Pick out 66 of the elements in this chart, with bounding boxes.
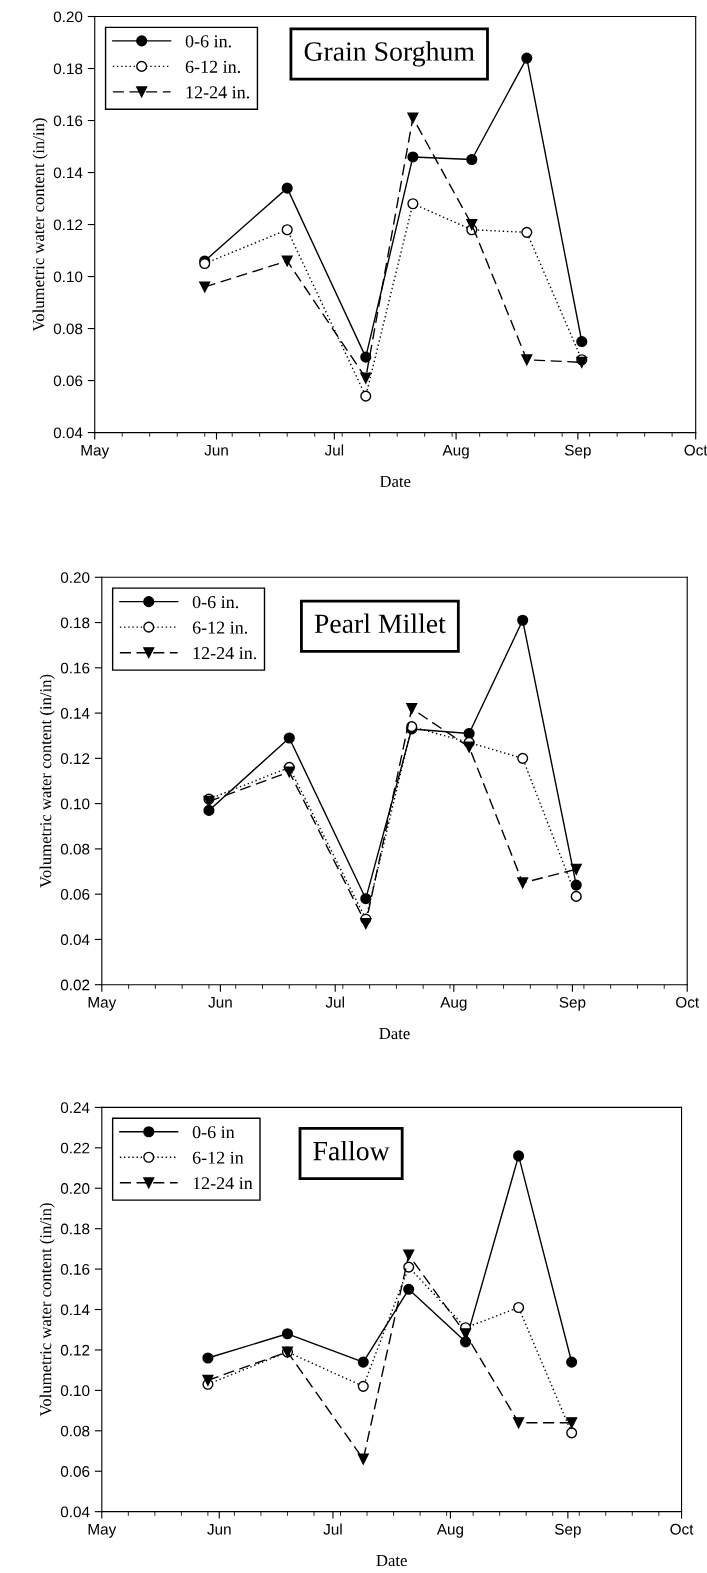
y-tick-label: 0.16 [60,1263,90,1275]
legend-label: 6-12 in [192,1151,244,1164]
x-tick-label: Sep [554,1523,581,1538]
y-tick-label: 0.14 [60,1304,90,1316]
legend-label: 12-24 in. [186,86,250,99]
y-tick-label: 0.10 [60,798,90,810]
x-tick-label: Jun [207,1524,231,1535]
y-tick-label: 0.20 [60,572,90,583]
y-tick-label: 0.16 [53,115,83,127]
x-tick-label: Oct [684,444,707,456]
x-tick-label: Jul [324,444,344,456]
x-tick-label: Oct [670,1523,694,1535]
y-tick-label: 0.12 [60,753,90,765]
x-axis-title: Date [379,1028,410,1040]
y-tick-label: 0.12 [60,1344,90,1356]
x-tick-label: Jun [204,444,228,456]
x-tick-label: Oct [676,996,699,1008]
legend-label: 0-6 in [192,1126,235,1139]
y-tick-label: 0.14 [53,167,83,179]
y-tick-label: 0.04 [53,427,83,439]
y-tick-label: 0.12 [53,219,83,231]
x-axis-title: Date [379,475,411,488]
y-tick-label: 0.20 [53,11,83,23]
legend-label: 0-6 in. [192,595,239,609]
y-tick-label: 0.06 [60,889,90,900]
legend-label: 0-6 in. [185,35,231,48]
y-tick-label: 0.20 [60,1183,90,1194]
y-tick-label: 0.18 [60,1223,90,1235]
y-tick-label: 0.06 [53,375,83,387]
legend-label: 6-12 in. [192,621,248,634]
y-axis-title: Volumetric water content (in/in) [39,1203,55,1417]
y-tick-label: 0.14 [60,707,90,719]
y-tick-label: 0.24 [60,1102,90,1114]
y-tick-label: 0.08 [60,843,90,855]
x-tick-label: Aug [440,997,467,1011]
text: Fallow [313,1140,390,1161]
y-tick-label: 0.02 [60,979,90,991]
x-tick-label: Jun [208,997,232,1008]
legend-label: 12-24 in. [193,647,257,660]
y-tick-label: 0.04 [60,934,90,946]
x-tick-label: Aug [436,1524,464,1538]
x-tick-label: Sep [564,444,591,459]
y-tick-label: 0.04 [60,1506,90,1518]
x-tick-label: Sep [559,996,586,1011]
x-tick-label: Jul [323,1523,342,1535]
y-tick-label: 0.18 [53,63,83,75]
y-tick-label: 0.22 [60,1142,90,1154]
y-tick-label: 0.10 [53,271,83,283]
y-tick-label: 0.18 [60,617,90,629]
legend-label: 12-24 in [193,1177,253,1190]
x-tick-label: May [88,997,117,1011]
x-tick-label: May [81,444,110,459]
y-axis-title: Volumetric water content (in/in) [39,674,55,888]
x-tick-label: Aug [442,444,469,459]
y-tick-label: 0.08 [53,323,83,335]
legend-label: 6-12 in. [185,60,240,73]
x-tick-label: May [88,1524,117,1538]
text: Grain Sorghum [304,41,475,67]
x-tick-label: Jul [325,996,344,1008]
x-axis-title: Date [376,1555,407,1567]
y-tick-label: 0.06 [60,1466,90,1477]
y-tick-label: 0.10 [60,1385,90,1397]
text: Pearl Millet [314,613,446,634]
y-axis-title: Volumetric water content (in/in) [32,118,48,332]
y-tick-label: 0.16 [60,662,90,674]
y-tick-label: 0.08 [60,1425,90,1437]
